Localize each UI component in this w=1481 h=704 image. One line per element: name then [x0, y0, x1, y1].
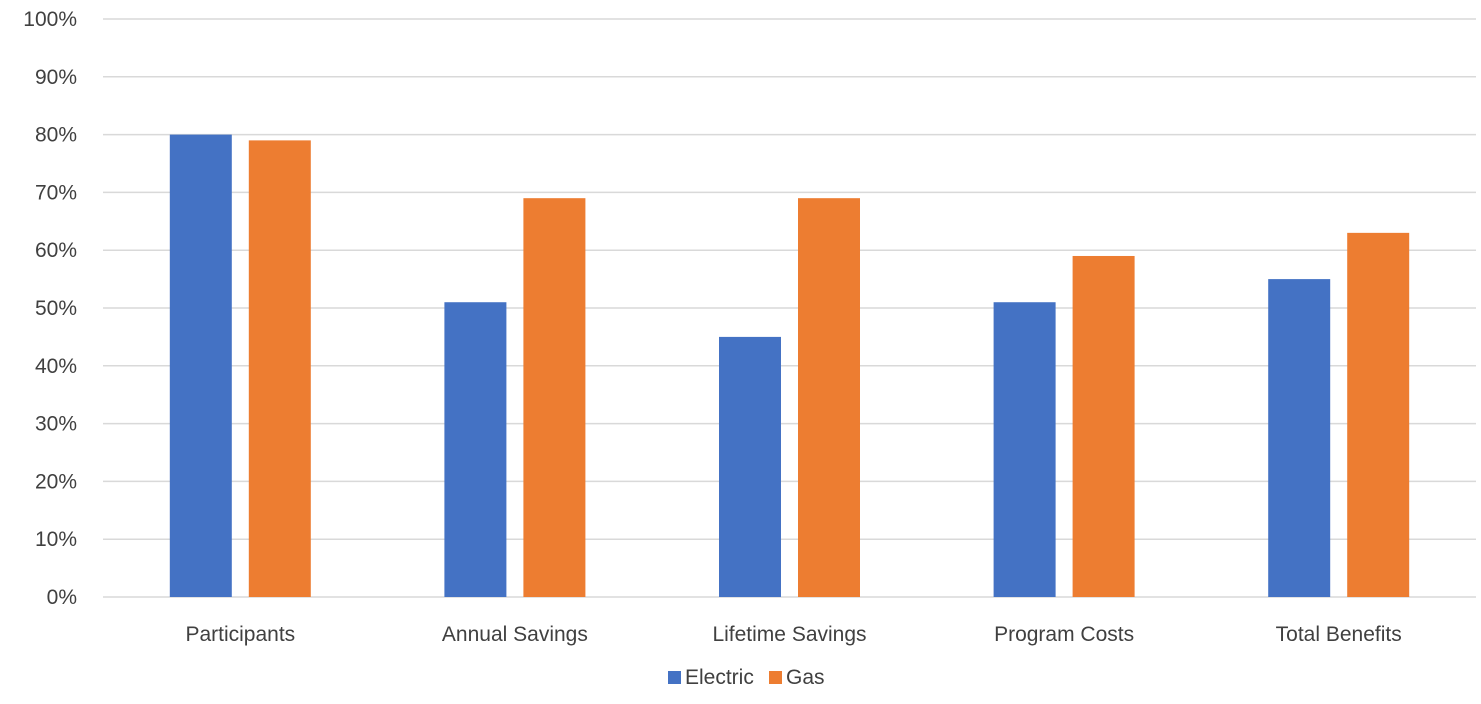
y-axis-tick-labels: 0% 10% 20% 30% 40% 50% 60% 70% 80% 90% 100% — [23, 8, 77, 609]
bar-gas — [523, 198, 586, 597]
bar-gas — [248, 140, 311, 597]
bar-gas — [1347, 232, 1410, 598]
y-tick-label: 100% — [23, 8, 77, 31]
bar-electric — [993, 302, 1056, 597]
bar-electric — [1268, 279, 1331, 597]
y-tick-label: 70% — [35, 181, 77, 204]
x-category-label: Participants — [185, 623, 295, 646]
bars — [169, 134, 1410, 598]
bar-electric — [444, 302, 507, 597]
bar-gas — [1072, 255, 1135, 598]
legend-swatch — [769, 671, 782, 684]
y-tick-label: 20% — [35, 470, 77, 493]
bar-gas — [798, 198, 860, 597]
x-axis-category-labels: Participants Annual Savings Lifetime Savin… — [185, 623, 1401, 646]
bar-electric — [169, 134, 232, 597]
y-tick-label: 40% — [35, 355, 77, 378]
y-tick-label: 50% — [35, 297, 77, 320]
legend-label: Electric — [685, 666, 754, 689]
x-category-label: Program Costs — [994, 623, 1134, 646]
y-tick-label: 0% — [47, 586, 77, 609]
legend-swatch — [668, 671, 681, 684]
y-tick-label: 30% — [35, 413, 77, 436]
bar-electric — [719, 336, 781, 597]
y-tick-label: 80% — [35, 124, 77, 147]
x-category-label: Annual Savings — [442, 623, 588, 646]
y-tick-label: 10% — [35, 528, 77, 551]
legend-label: Gas — [786, 666, 825, 689]
legend-item-gas: Gas — [769, 666, 825, 689]
y-tick-label: 90% — [35, 66, 77, 89]
legend: Electric Gas — [668, 666, 825, 689]
gridlines — [103, 18, 1476, 598]
x-category-label: Total Benefits — [1276, 623, 1402, 646]
x-category-label: Lifetime Savings — [712, 623, 866, 646]
legend-item-electric: Electric — [668, 666, 754, 689]
y-tick-label: 60% — [35, 239, 77, 262]
